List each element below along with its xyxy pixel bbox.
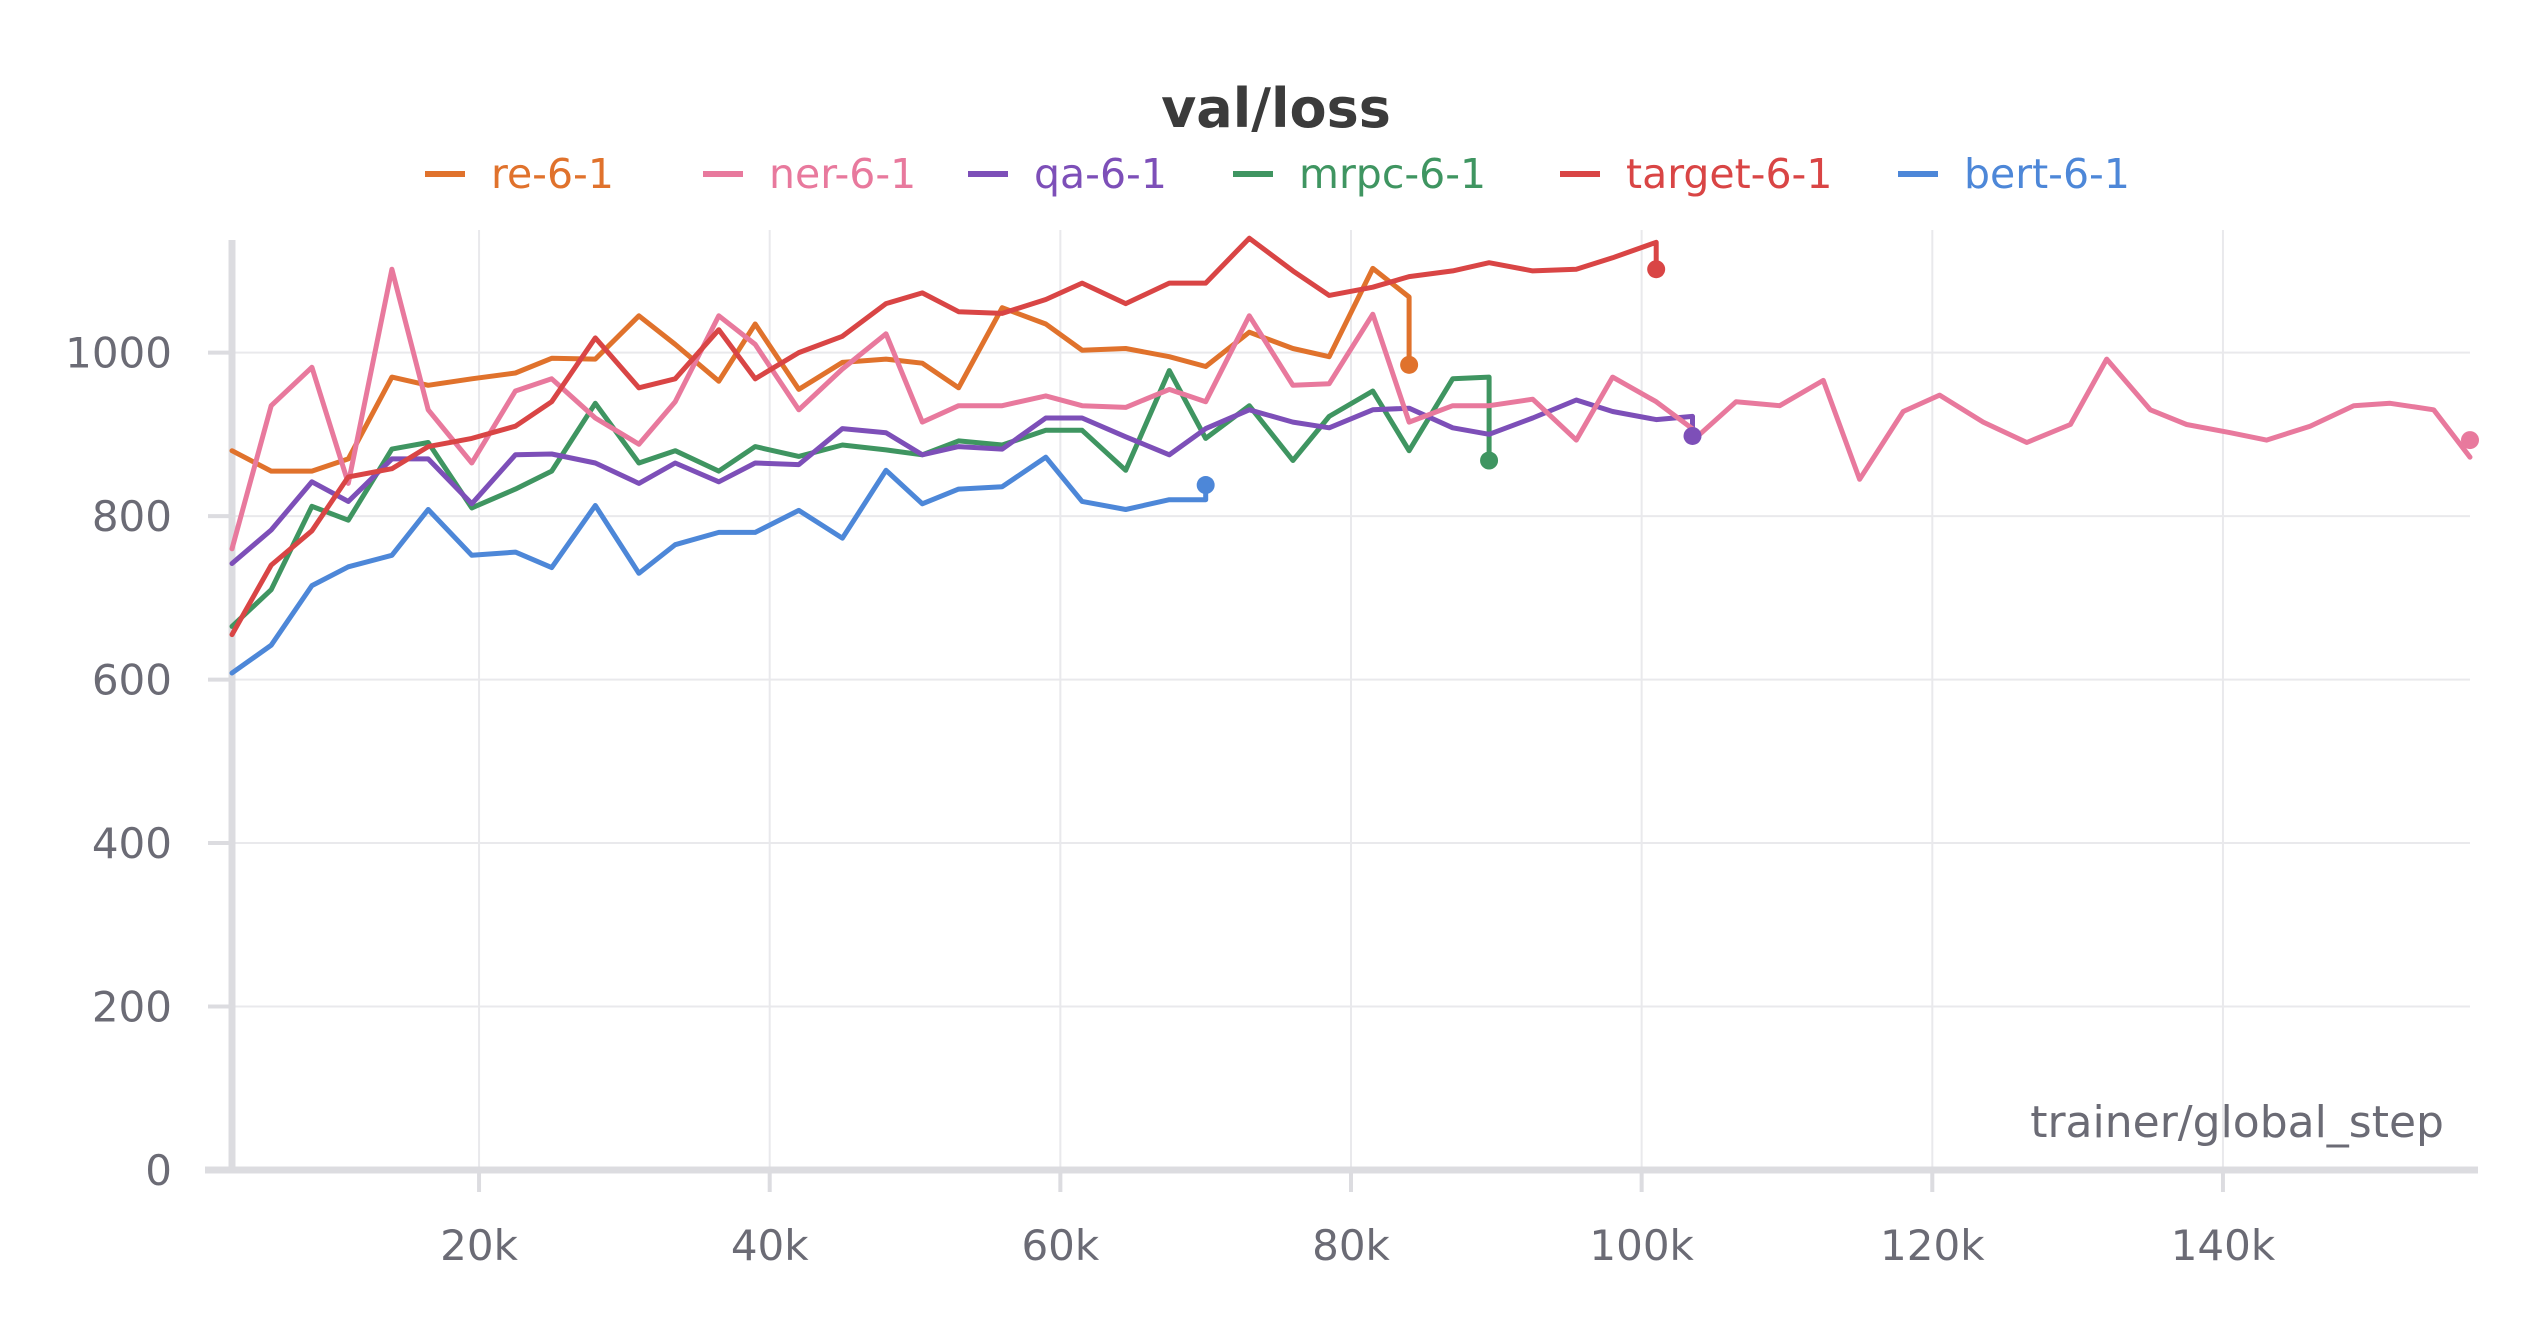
legend-label-qa-6-1: qa-6-1 <box>1034 150 1167 198</box>
legend-label-mrpc-6-1: mrpc-6-1 <box>1299 150 1486 198</box>
series-layer <box>229 235 2479 676</box>
axes: 0 200 400 600 800 1000 20k 40k 60k 80k 100k 120k 140… <box>65 240 2478 1270</box>
series-line-target-6-1 <box>229 235 1659 638</box>
y-tick-label: 800 <box>92 492 172 541</box>
x-tick-label: 20k <box>440 1221 518 1270</box>
y-tick-label: 1000 <box>65 329 172 378</box>
series-end-point-qa-6-1 <box>1683 426 1702 445</box>
chart-title: val/loss <box>1161 77 1391 140</box>
series-end-point-bert-6-1 <box>1196 476 1215 495</box>
x-tick-label: 100k <box>1589 1221 1694 1270</box>
series-line-re-6-1 <box>229 265 1412 474</box>
y-tick-label: 0 <box>145 1146 172 1195</box>
series-line-ner-6-1 <box>229 266 2473 552</box>
x-tick-label: 60k <box>1021 1221 1099 1270</box>
y-tick-label: 600 <box>92 656 172 705</box>
legend-label-re-6-1: re-6-1 <box>491 150 614 198</box>
series-end-point-ner-6-1 <box>2461 431 2479 450</box>
grid <box>232 230 2470 1170</box>
legend: re-6-1 ner-6-1 qa-6-1 mrpc-6-1 target-6-1 ber… <box>425 150 2130 198</box>
y-tick-label: 400 <box>92 819 172 868</box>
series-line-bert-6-1 <box>229 454 1209 676</box>
legend-label-ner-6-1: ner-6-1 <box>769 150 916 198</box>
y-tick-label: 200 <box>92 983 172 1032</box>
series-end-point-target-6-1 <box>1647 260 1666 279</box>
x-axis-label: trainer/global_step <box>2030 1097 2444 1148</box>
series-line-qa-6-1 <box>229 397 1695 566</box>
x-tick-label: 40k <box>731 1221 809 1270</box>
x-tick-label: 120k <box>1880 1221 1985 1270</box>
x-tick-label: 140k <box>2171 1221 2276 1270</box>
legend-label-target-6-1: target-6-1 <box>1626 150 1832 198</box>
series-line-mrpc-6-1 <box>229 368 1492 629</box>
x-tick-label: 80k <box>1312 1221 1390 1270</box>
series-end-point-mrpc-6-1 <box>1480 451 1499 470</box>
series-end-point-re-6-1 <box>1400 355 1419 374</box>
legend-label-bert-6-1: bert-6-1 <box>1964 150 2130 198</box>
